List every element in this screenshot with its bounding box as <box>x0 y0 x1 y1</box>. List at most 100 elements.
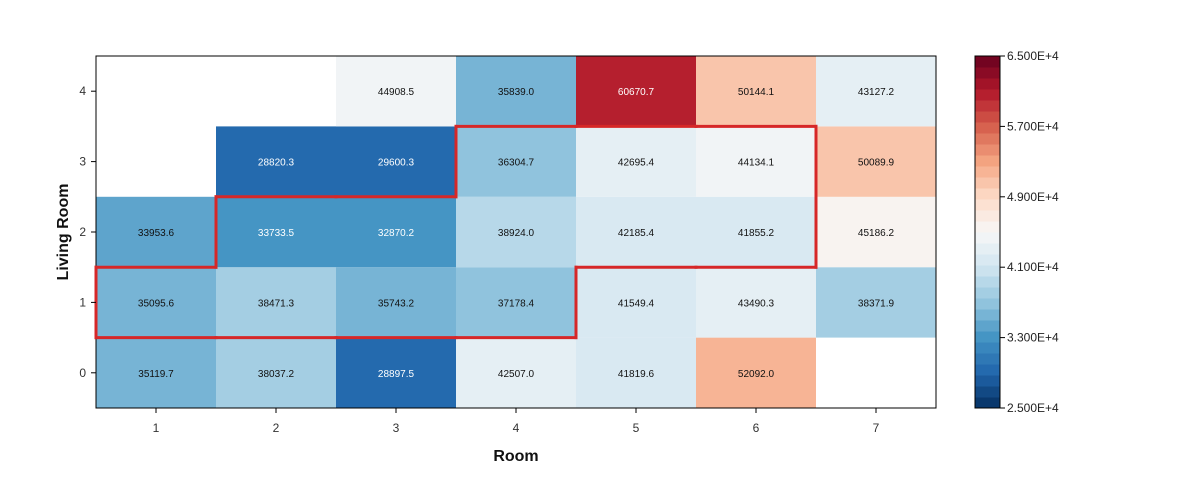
cell-value-label: 38924.0 <box>498 228 535 239</box>
heatmap-cell <box>696 56 816 127</box>
heatmap-cell <box>96 337 216 408</box>
colorbar-tick-label: 3.300E+4 <box>1007 331 1059 345</box>
x-axis: 1 2 3 4 5 6 7 <box>153 408 880 435</box>
colorbar-tick-label: 4.100E+4 <box>1007 260 1059 274</box>
heatmap-cell <box>336 337 456 408</box>
heatmap-cell <box>216 267 336 338</box>
x-tick-label: 4 <box>513 421 520 435</box>
cell-value-label: 60670.7 <box>618 87 655 98</box>
colorbar-tick-label: 2.500E+4 <box>1007 401 1059 415</box>
cell-value-label: 43490.3 <box>738 298 775 309</box>
colorbar-swatch <box>975 353 1000 365</box>
x-tick-label: 7 <box>873 421 880 435</box>
heatmap-cell <box>696 337 816 408</box>
y-axis: 0 1 2 3 4 <box>79 84 96 380</box>
x-tick-label: 1 <box>153 421 160 435</box>
cell-value-label: 41855.2 <box>738 228 775 239</box>
colorbar-swatch <box>975 364 1000 376</box>
heatmap-cell <box>576 56 696 127</box>
cell-value-label: 35839.0 <box>498 87 535 98</box>
heatmap-cell <box>336 267 456 338</box>
y-tick-label: 2 <box>79 225 86 239</box>
colorbar-swatch <box>975 342 1000 354</box>
heatmap-cell <box>336 126 456 197</box>
cell-value-label: 35095.6 <box>138 298 175 309</box>
heatmap-cell <box>576 126 696 197</box>
heatmap-cell <box>576 267 696 338</box>
heatmap-cell <box>336 196 456 268</box>
colorbar-swatch <box>975 199 1000 211</box>
heatmap-cell <box>336 56 456 127</box>
colorbar-swatch <box>975 144 1000 156</box>
cell-value-label: 38371.9 <box>858 298 895 309</box>
cell-value-label: 41819.6 <box>618 369 655 380</box>
colorbar-swatch <box>975 298 1000 310</box>
x-tick-label: 6 <box>753 421 760 435</box>
heatmap-cell <box>816 126 936 197</box>
colorbar-swatch <box>975 331 1000 343</box>
x-axis-title: Room <box>493 448 538 465</box>
y-tick-label: 3 <box>79 155 86 169</box>
colorbar-swatch <box>975 309 1000 321</box>
y-tick-label: 1 <box>79 295 86 309</box>
cell-value-label: 36304.7 <box>498 158 535 169</box>
cell-value-label: 33733.5 <box>258 228 295 239</box>
colorbar-swatch <box>975 232 1000 244</box>
y-tick-label: 0 <box>79 366 86 380</box>
colorbar-swatch <box>975 276 1000 288</box>
cell-value-label: 44908.5 <box>378 87 415 98</box>
colorbar-swatch <box>975 265 1000 277</box>
cell-value-label: 41549.4 <box>618 298 655 309</box>
heatmap-cell <box>456 267 576 338</box>
heatmap-cell <box>456 196 576 268</box>
colorbar-swatch <box>975 177 1000 189</box>
heatmap-cell <box>576 196 696 268</box>
cell-value-label: 50089.9 <box>858 158 895 169</box>
colorbar-swatch <box>975 67 1000 79</box>
colorbar-tick-label: 6.500E+4 <box>1007 49 1059 63</box>
heatmap-cell <box>456 337 576 408</box>
heatmap-cell <box>456 126 576 197</box>
colorbar-swatch <box>975 375 1000 387</box>
cell-value-label: 35119.7 <box>138 369 174 380</box>
y-axis-title: Living Room <box>55 184 72 281</box>
heatmap-cell <box>816 267 936 338</box>
heatmap-cell <box>216 126 336 197</box>
heatmap-cell <box>216 337 336 408</box>
colorbar-swatch <box>975 243 1000 255</box>
cell-value-label: 38037.2 <box>258 369 295 380</box>
colorbar-tick-label: 4.900E+4 <box>1007 190 1059 204</box>
heatmap-cell <box>816 196 936 268</box>
colorbar-swatch <box>975 100 1000 112</box>
colorbar-swatch <box>975 397 1000 409</box>
cell-value-label: 43127.2 <box>858 87 895 98</box>
x-tick-label: 3 <box>393 421 400 435</box>
cell-value-label: 32870.2 <box>378 228 415 239</box>
heatmap-cell <box>96 267 216 338</box>
y-tick-label: 4 <box>79 84 86 98</box>
cell-value-label: 42695.4 <box>618 158 655 169</box>
x-tick-label: 2 <box>273 421 280 435</box>
cell-value-label: 44134.1 <box>738 158 775 169</box>
colorbar-tick-label: 5.700E+4 <box>1007 119 1059 133</box>
colorbar-swatch <box>975 89 1000 101</box>
heatmap-cell <box>456 56 576 127</box>
colorbar: 2.500E+4 3.300E+4 4.100E+4 4.900E+4 5.700E+4… <box>974 49 1059 415</box>
cell-value-label: 50144.1 <box>738 87 775 98</box>
colorbar-swatch <box>975 210 1000 222</box>
colorbar-swatch <box>975 188 1000 200</box>
colorbar-frame <box>974 55 1001 409</box>
cell-value-label: 37178.4 <box>498 298 535 309</box>
cell-value-label: 28820.3 <box>258 158 295 169</box>
cell-value-label: 45186.2 <box>858 228 895 239</box>
colorbar-swatch <box>975 320 1000 332</box>
cell-value-label: 42507.0 <box>498 369 535 380</box>
cell-value-label: 33953.6 <box>138 228 175 239</box>
cell-value-label: 28897.5 <box>378 369 415 380</box>
colorbar-swatch <box>975 386 1000 398</box>
cell-value-label: 52092.0 <box>738 369 775 380</box>
colorbar-swatch <box>975 56 1000 68</box>
colorbar-swatch <box>975 155 1000 167</box>
colorbar-swatch <box>975 221 1000 233</box>
